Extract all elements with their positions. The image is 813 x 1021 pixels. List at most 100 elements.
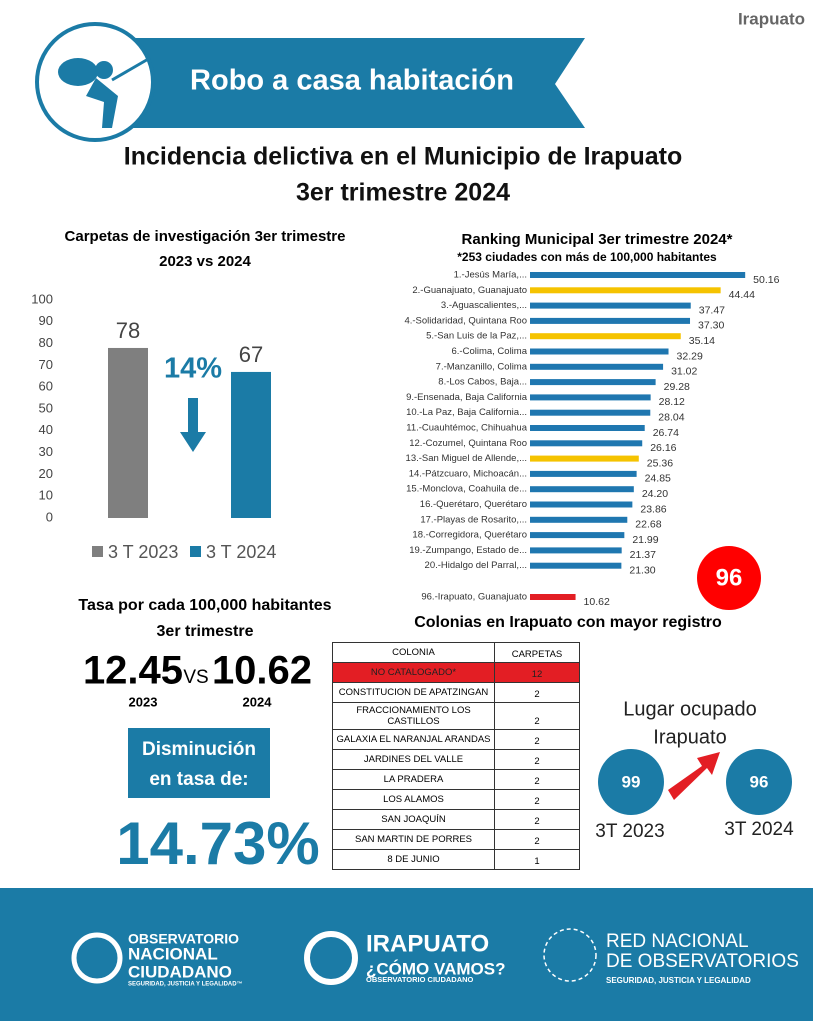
- bar-value-label: 31.02: [671, 366, 697, 378]
- bar: [108, 347, 148, 518]
- table-row: COLONIA CARPETAS: [332, 642, 580, 663]
- bar: [530, 486, 634, 493]
- place-title: Irapuato: [653, 726, 726, 748]
- table-cell: 12: [494, 662, 580, 683]
- logo-text: DE OBSERVATORIOS: [606, 951, 799, 972]
- decrease-value: 14.73%: [116, 810, 320, 877]
- table-cell: 2: [494, 682, 580, 703]
- logo-tagline: OBSERVATORIO CIUDADANO: [366, 975, 474, 984]
- logo-text: ¿CÓMO VAMOS?: [366, 959, 505, 978]
- bar: [530, 333, 681, 340]
- table-cell: 2: [494, 729, 580, 750]
- table-row: LA PRADERA 2: [332, 769, 580, 790]
- bar-value-label: 67: [239, 342, 263, 367]
- thief-icon: [58, 56, 151, 128]
- bar-value-label: 32.29: [677, 350, 703, 362]
- footer: [0, 888, 813, 1021]
- table-cell: LA PRADERA: [332, 769, 495, 790]
- table-cell: JARDINES DEL VALLE: [332, 749, 495, 770]
- logo-icon: [543, 928, 597, 982]
- bar: [530, 532, 625, 539]
- y-tick-label: 50: [39, 400, 53, 415]
- bar-value-label: 28.12: [659, 396, 685, 408]
- bar: [530, 547, 622, 554]
- bar-label: 13.-San Miguel de Allende,...: [406, 453, 527, 464]
- chart-subtitle: *253 ciudades con más de 100,000 habitan…: [457, 250, 717, 264]
- logo-text: RED NACIONAL: [606, 931, 749, 952]
- bar: [530, 516, 628, 523]
- table-row: LOS ALAMOS 2: [332, 789, 580, 810]
- y-tick-label: 80: [39, 335, 53, 350]
- chart-title: Ranking Municipal 3er trimestre 2024*: [462, 231, 733, 248]
- bar-label: 4.-Solidaridad, Quintana Roo: [404, 315, 527, 326]
- bar-label: 7.-Manzanillo, Colima: [436, 361, 528, 372]
- logo-icon: [71, 932, 123, 984]
- bar-label: 8.-Los Cabos, Baja...: [438, 377, 527, 388]
- rank-circle: [598, 749, 664, 815]
- bar: [530, 302, 691, 309]
- bar-value-label: 37.30: [698, 320, 724, 332]
- legend-label: 3 T 2024: [206, 542, 276, 562]
- bar-label: 15.-Monclova, Coahuila de...: [406, 484, 527, 495]
- bar: [530, 379, 656, 386]
- table-row: CONSTITUCION DE APATZINGAN 2: [332, 682, 580, 703]
- table-title: Colonias en Irapuato con mayor registro: [414, 614, 722, 631]
- table-cell: 2: [494, 749, 580, 770]
- banner-title: Robo a casa habitación: [190, 65, 514, 97]
- rate-vs: VS: [183, 667, 208, 688]
- rank-label: 3T 2023: [595, 821, 664, 842]
- bar-value-label: 50.16: [753, 274, 779, 286]
- table-cell: LOS ALAMOS: [332, 789, 495, 810]
- table-cell: 2: [494, 702, 580, 730]
- bar-label: 96.-Irapuato, Guanajuato: [421, 592, 527, 603]
- y-tick-label: 20: [39, 466, 53, 481]
- bar-label: 10.-La Paz, Baja California...: [406, 407, 527, 418]
- decrease-label: en tasa de:: [149, 769, 248, 790]
- bar: [530, 348, 669, 355]
- table-cell: 8 DE JUNIO: [332, 849, 495, 870]
- y-tick-label: 60: [39, 379, 53, 394]
- place-title: Lugar ocupado: [623, 698, 756, 720]
- rate-value: 12.45: [83, 649, 183, 693]
- bar-value-label: 21.30: [629, 564, 655, 576]
- chart-title: 2023 vs 2024: [159, 253, 251, 270]
- location: Irapuato: [738, 9, 805, 28]
- bar: [530, 425, 645, 431]
- bar-value-label: 24.20: [642, 488, 668, 500]
- bar-label: 14.-Pátzcuaro, Michoacán...: [409, 468, 527, 479]
- bar: [530, 363, 664, 370]
- bar-label: 2.-Guanajuato, Guanajuato: [412, 285, 527, 296]
- bar-value-label: 35.14: [689, 335, 715, 347]
- bar-label: 17.-Playas de Rosarito,...: [420, 514, 527, 525]
- logo-text: CIUDADANO: [128, 962, 232, 981]
- bar-label: 6.-Colima, Colima: [452, 346, 528, 357]
- bar: [530, 394, 651, 401]
- table-row: GALAXIA EL NARANJAL ARANDAS 2: [332, 729, 580, 750]
- bar: [530, 455, 639, 462]
- bar-value-label: 10.62: [584, 596, 610, 608]
- table-cell: 2: [494, 829, 580, 850]
- heading: Incidencia delictiva en el Municipio de …: [124, 143, 682, 171]
- table-row: SAN JOAQUÍN 2: [332, 809, 580, 830]
- table-cell: 1: [494, 849, 580, 870]
- bar: [530, 272, 746, 278]
- rate-title: 3er trimestre: [157, 623, 254, 640]
- bar-value-label: 24.85: [645, 473, 671, 485]
- bar-label: 1.-Jesús María,...: [454, 270, 527, 281]
- rank-arrow: [668, 752, 720, 800]
- bar-value-label: 21.99: [632, 534, 658, 546]
- bar-value-label: 78: [116, 318, 140, 343]
- bar: [530, 470, 637, 477]
- table-row: SAN MARTIN DE PORRES 2: [332, 829, 580, 850]
- bar-label: 20.-Hidalgo del Parral,...: [425, 560, 527, 571]
- table-cell: NO CATALOGADO*: [332, 662, 495, 683]
- logo-text: IRAPUATO: [366, 930, 489, 957]
- table-cell: SAN JOAQUÍN: [332, 809, 495, 830]
- legend-swatch: [92, 546, 103, 557]
- bar-label: 12.-Cozumel, Quintana Roo: [409, 438, 527, 449]
- rate-year: 2024: [243, 694, 273, 709]
- table-cell: 2: [494, 769, 580, 790]
- table-cell: FRACCIONAMIENTO LOS CASTILLOS: [332, 702, 495, 730]
